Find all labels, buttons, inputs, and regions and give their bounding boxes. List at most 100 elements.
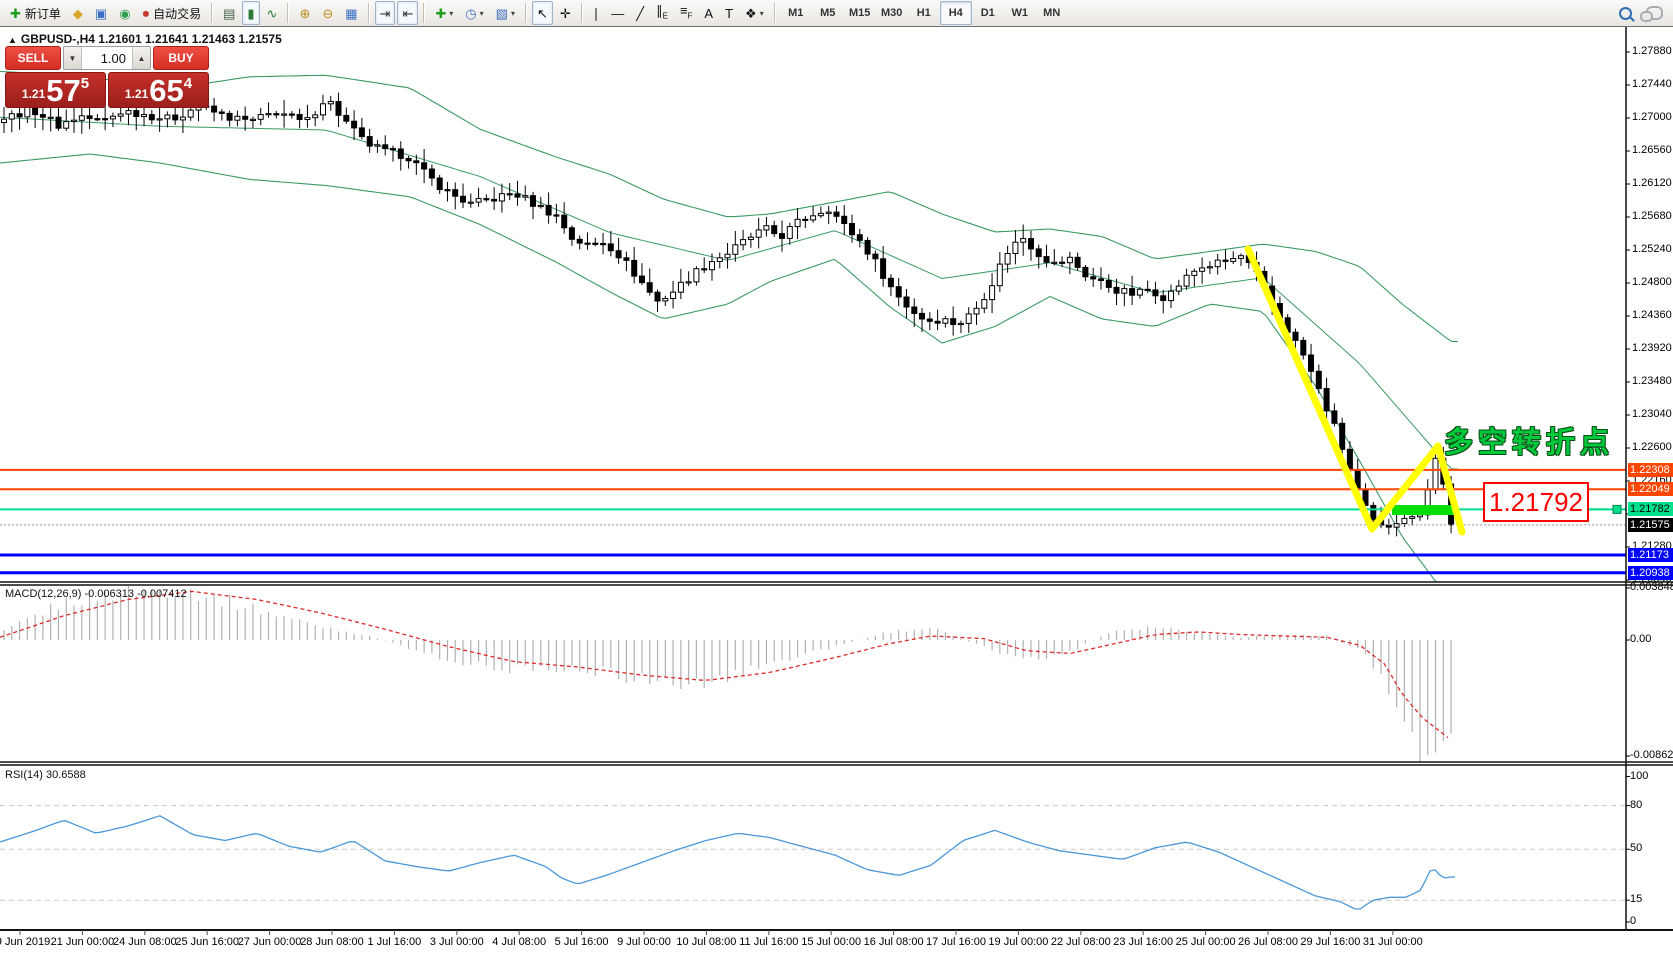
price-annotation-box[interactable]: 1.21792: [1483, 482, 1589, 522]
templates-dropdown[interactable]: ▧ ▾: [491, 1, 520, 25]
vertical-line-tool[interactable]: ∣: [588, 1, 605, 25]
arrows-icon: ❖: [745, 5, 757, 21]
hline-price-label: 1.21782: [1628, 502, 1673, 517]
main-chart-panel[interactable]: [0, 70, 1626, 597]
timeframe-w1-button[interactable]: W1: [1011, 7, 1028, 19]
price-tick-label: 1.24800: [1632, 276, 1672, 288]
time-axis-label: 26 Jul 08:00: [1238, 936, 1298, 948]
time-axis-label: 31 Jul 00:00: [1362, 936, 1423, 948]
toolbar-separator: [423, 3, 426, 23]
cursor-tool[interactable]: ↖: [531, 1, 553, 25]
buy-price-main: 65: [149, 73, 184, 108]
candlestick-series[interactable]: [1, 92, 1455, 537]
auto-trading-button[interactable]: ⏺ 自动交易: [138, 1, 207, 25]
macd-histogram: [3, 586, 1452, 762]
new-order-icon: ✚: [10, 5, 21, 21]
chevron-down-icon: ▾: [510, 8, 515, 18]
eraser-button[interactable]: ◆: [68, 1, 88, 25]
rsi-scale-label: 80: [1630, 798, 1643, 811]
time-axis-label: 25 Jul 00:00: [1175, 936, 1236, 948]
bar-chart-button[interactable]: ▤: [218, 1, 240, 25]
collapse-arrow-icon[interactable]: ▲: [8, 35, 17, 45]
indicators-dropdown[interactable]: ✚ ▾: [430, 1, 458, 25]
timeframe-m5-button[interactable]: M5: [820, 7, 836, 19]
timeframe-d1-button[interactable]: D1: [980, 7, 995, 19]
time-axis-label: 23 Jul 16:00: [1113, 936, 1174, 948]
macd-label: MACD(12,26,9) -0.006313 -0.007412: [5, 588, 187, 600]
chat-icon[interactable]: [1640, 6, 1663, 22]
chart-shift-icon: ⇤: [402, 5, 414, 21]
auto-scroll-button[interactable]: ⇥: [374, 1, 396, 25]
candlestick-chart-button[interactable]: ▮: [242, 1, 260, 25]
toolbar-separator: [211, 3, 214, 23]
equidistant-channel-icon: ∥E: [656, 2, 668, 21]
indicators-icon: ✚: [435, 5, 447, 21]
line-chart-icon: ∿: [266, 5, 278, 21]
timeframe-h1-button[interactable]: H1: [916, 7, 931, 19]
symbol-ohlc-text: GBPUSD-,H4 1.21601 1.21641 1.21463 1.215…: [20, 32, 282, 46]
crosshair-tool[interactable]: ✛: [555, 1, 576, 25]
volume-value[interactable]: 1.00: [100, 50, 126, 66]
rsi-scale-label: 0: [1630, 915, 1637, 927]
trendline-icon: ╱: [636, 5, 645, 21]
chart-shift-button[interactable]: ⇤: [397, 1, 419, 25]
timeframe-h4-button[interactable]: H4: [939, 1, 972, 25]
price-tick-label: 1.23480: [1632, 375, 1672, 387]
turning-point-annotation[interactable]: 多空转折点: [1444, 427, 1615, 459]
rsi-panel[interactable]: [0, 805, 1626, 910]
timeframe-m15-button[interactable]: M15: [849, 7, 871, 19]
sell-price-prefix: 1.21: [21, 87, 46, 101]
periods-dropdown[interactable]: ◷ ▾: [460, 1, 488, 25]
profiles-icon: ▣: [94, 5, 108, 21]
macd-panel[interactable]: [0, 585, 1452, 764]
new-order-button[interactable]: ✚ 新订单: [5, 1, 66, 25]
time-axis-label: 17 Jul 16:00: [926, 936, 986, 948]
price-line-anchor-marker: [1612, 504, 1622, 514]
new-order-button-label: 新订单: [24, 6, 61, 21]
chevron-down-icon: ▾: [759, 8, 764, 18]
toolbar-separator: [580, 3, 583, 23]
arrows-tool[interactable]: ❖ ▾: [740, 1, 769, 25]
time-axis-label: 19 Jun 2019: [0, 936, 51, 948]
rsi-scale-label: 50: [1630, 842, 1643, 855]
hline-price-label: 1.20938: [1628, 565, 1673, 580]
text-tool[interactable]: A: [699, 1, 718, 25]
time-axis-label: 5 Jul 16:00: [554, 936, 609, 948]
toolbar-separator: [524, 3, 527, 23]
text-label-tool[interactable]: T: [720, 1, 738, 25]
rsi-scale-label: 15: [1630, 893, 1643, 906]
price-tick-label: 1.26120: [1632, 177, 1672, 189]
buy-button[interactable]: BUY: [153, 46, 209, 70]
timeframe-mn-button[interactable]: MN: [1043, 7, 1061, 19]
volume-up-button[interactable]: ▲: [132, 47, 150, 69]
volume-stepper: ▼ 1.00 ▲: [63, 46, 151, 70]
crosshair-icon: ✛: [559, 5, 571, 21]
rsi-label: RSI(14) 30.6588: [5, 769, 86, 781]
trendline-tool[interactable]: ╱: [631, 1, 649, 25]
hline-price-label: 1.22308: [1628, 462, 1673, 477]
line-chart-button[interactable]: ∿: [262, 1, 283, 25]
profiles-button[interactable]: ▣: [90, 1, 112, 25]
buy-price-prefix: 1.21: [124, 87, 149, 101]
symbol-header: ▲ GBPUSD-,H4 1.21601 1.21641 1.21463 1.21…: [8, 32, 282, 46]
timeframe-m1-button[interactable]: M1: [788, 7, 804, 19]
equidistant-channel-tool[interactable]: ∥E: [651, 1, 673, 25]
horizontal-line-tool[interactable]: ―: [606, 1, 629, 25]
search-icon[interactable]: [1619, 6, 1632, 20]
fibonacci-tool[interactable]: ≡F: [675, 1, 697, 25]
zoom-out-button[interactable]: ⊖: [317, 1, 338, 25]
navigator-button[interactable]: ◉: [114, 1, 135, 25]
text-label-icon: T: [725, 5, 734, 21]
sell-button[interactable]: SELL: [5, 46, 61, 70]
price-tick-label: 1.27440: [1632, 78, 1672, 90]
zoom-in-button[interactable]: ⊕: [294, 1, 315, 25]
sell-price-tile[interactable]: 1.21 57 5: [5, 72, 106, 108]
tile-windows-button[interactable]: ▦: [340, 1, 362, 25]
fibonacci-icon: ≡F: [679, 2, 693, 21]
timeframe-m30-button[interactable]: M30: [881, 7, 903, 19]
volume-down-button[interactable]: ▼: [64, 47, 82, 69]
buy-price-tile[interactable]: 1.21 65 4: [108, 72, 209, 108]
bar-chart-icon: ▤: [223, 5, 236, 21]
